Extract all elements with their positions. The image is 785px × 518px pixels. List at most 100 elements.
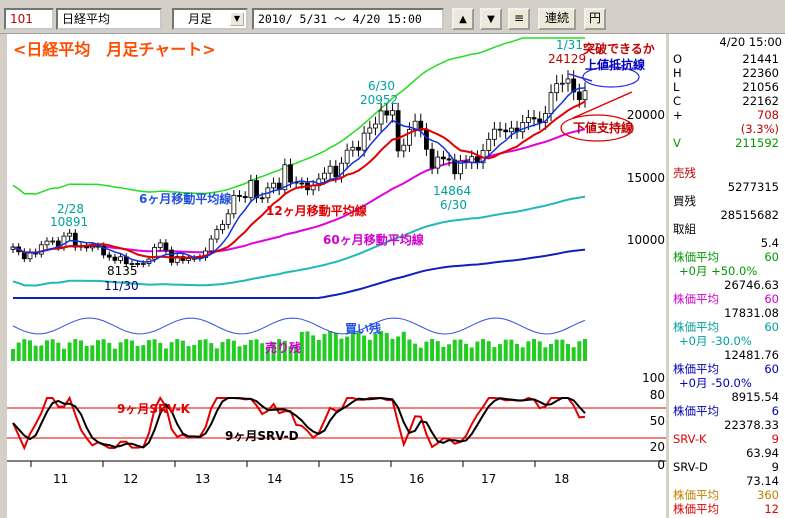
stock-name-field[interactable]: 日経平均 [56, 8, 162, 30]
ohlc-key: + [673, 108, 683, 122]
chart-area[interactable]: <日経平均 月足チャート> 2/28 10891 8135 11/30 6/30… [7, 34, 666, 518]
volume-bar [152, 339, 157, 361]
ohlc-row: (3.3%) [673, 122, 782, 137]
volume-bar [475, 341, 480, 361]
volume-bar [543, 347, 548, 361]
volume-bar [509, 339, 514, 361]
volume-bar [554, 339, 559, 361]
resistance-arrow [568, 73, 593, 82]
volume-bar [492, 347, 497, 361]
volume-bar [520, 347, 525, 361]
indicator-row: 株価平均 60 [673, 250, 782, 265]
volume-bar [418, 347, 423, 361]
volume-bar [356, 331, 361, 361]
candle [50, 237, 56, 245]
candle [44, 237, 50, 249]
zan-label: 買残 [673, 194, 696, 208]
label-low-2011-date: 11/30 [104, 279, 139, 293]
candle [537, 111, 543, 130]
zan-value: 28515682 [720, 208, 779, 222]
candle [441, 150, 446, 166]
candle [214, 225, 220, 243]
candle [106, 251, 112, 261]
volume-bar [379, 331, 384, 361]
volume-bar [22, 339, 27, 361]
label-srvd: 9ヶ月SRV-D [225, 429, 299, 443]
candle [163, 239, 169, 254]
volume-bar [95, 340, 100, 361]
label-low-2016-value: 14864 [433, 184, 472, 198]
candle [248, 174, 254, 203]
ohlc-row: +708 [673, 108, 782, 123]
continuous-button[interactable]: 連続 [538, 8, 576, 30]
volume-bar [163, 348, 168, 361]
volume-bar [367, 339, 372, 361]
indicator-period: 6 [771, 404, 779, 418]
indicator-value: 8915.54 [731, 390, 779, 404]
label-urizan: 売り残 [265, 341, 302, 355]
y-tick-label: 15000 [626, 171, 665, 185]
volume-bar [175, 339, 180, 361]
indicator-label: 株価平均 [673, 292, 719, 306]
volume-bar [101, 339, 106, 361]
ohlc-key: L [673, 80, 680, 94]
osc-tick-label: 20 [649, 440, 665, 454]
volume-bar [192, 345, 197, 361]
volume-bar [430, 339, 435, 361]
candle [503, 122, 509, 139]
volume-bar [67, 342, 72, 361]
candle [237, 190, 242, 202]
volume-bar [203, 339, 208, 361]
candle [242, 191, 248, 203]
label-ma6: 6ヶ月移動平均線 [139, 192, 232, 206]
yen-button[interactable]: 円 [584, 8, 606, 30]
volume-bar [61, 348, 66, 361]
label-resistance: 上値抵抗線 [585, 58, 646, 72]
stock-code-field[interactable]: 101 [4, 8, 54, 30]
candle [390, 102, 395, 123]
candle [129, 260, 135, 267]
scroll-up-button[interactable]: ▲ [452, 8, 474, 30]
date-range-field[interactable]: 2010/ 5/31 ～ 4/20 15:00 [252, 8, 444, 30]
volume-bar [481, 339, 486, 361]
volume-bar [526, 341, 531, 361]
period-select[interactable]: 月足 ▼ [172, 8, 248, 30]
volume-bar [112, 348, 117, 361]
menu-button[interactable]: ≡ [508, 8, 530, 30]
scroll-down-button[interactable]: ▼ [480, 8, 502, 30]
ohlc-value: 22162 [742, 94, 779, 108]
candle [282, 158, 288, 196]
volume-bar [503, 339, 508, 361]
volume-bar [373, 333, 378, 361]
volume-bar [396, 336, 401, 361]
zan-value: 5.4 [760, 236, 779, 250]
ohlc-key: O [673, 52, 683, 66]
candle [373, 116, 378, 136]
label-peak-2010-value: 10891 [50, 215, 89, 229]
volume-bar [141, 345, 146, 361]
candle [474, 150, 480, 169]
ohlc-value: 708 [757, 108, 779, 122]
indicator-value: 26746.63 [724, 278, 779, 292]
volume-bar [464, 343, 469, 361]
candle [491, 121, 497, 147]
candle [361, 126, 367, 157]
volume-bar [27, 340, 32, 361]
indicator-label: 株価平均 [673, 320, 719, 334]
indicator-value-row: 26746.63 [673, 278, 782, 293]
volume-bar [73, 339, 78, 361]
ohlc-row: V 211592 [673, 136, 782, 151]
indicator-value-row: 8915.54 [673, 390, 782, 405]
volume-bar [209, 343, 214, 361]
candle [152, 243, 157, 263]
label-support: 下値支持線 [573, 121, 634, 135]
candle [367, 120, 373, 141]
osc-tick-label: 100 [642, 371, 665, 385]
ohlc-value: 21441 [742, 52, 779, 66]
volume-bar [33, 345, 38, 361]
volume-bar [458, 339, 463, 361]
candle [169, 246, 174, 266]
indicator-value: 12481.76 [724, 348, 779, 362]
volume-bar [16, 342, 21, 361]
